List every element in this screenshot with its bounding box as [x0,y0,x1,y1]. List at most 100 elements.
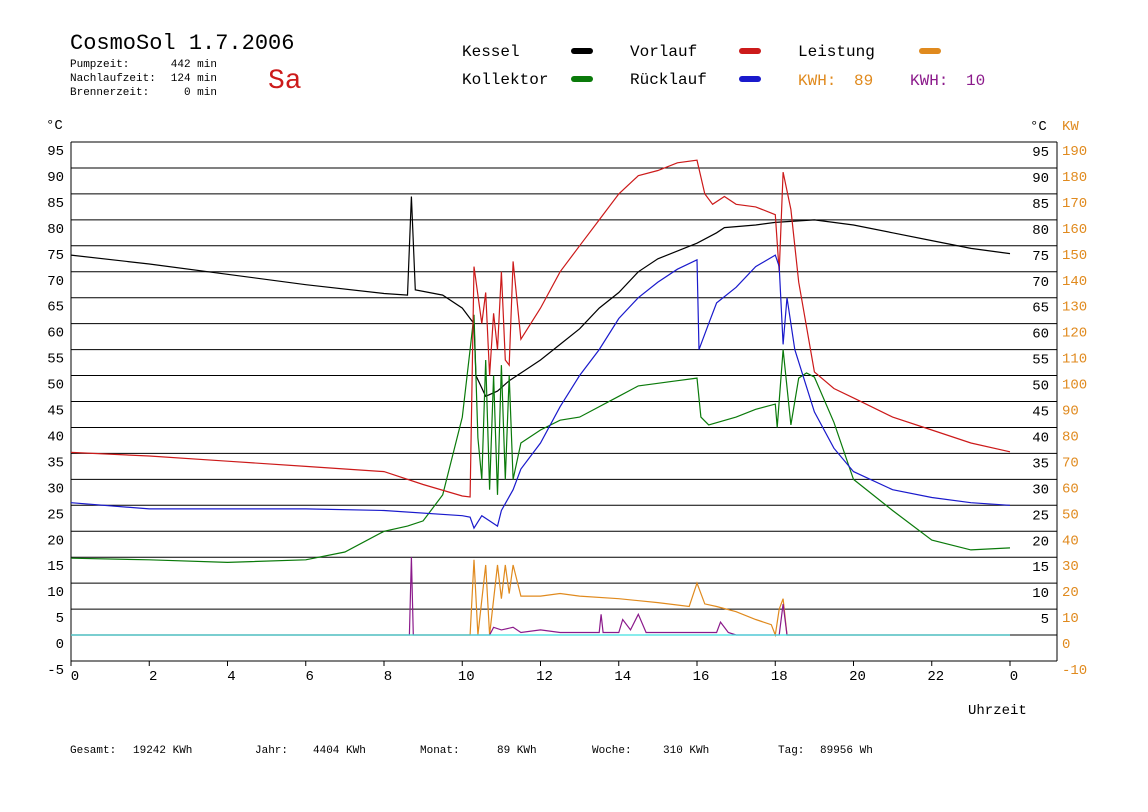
y-right-tick-label: 45 [1032,405,1049,421]
kwh-value: 10 [966,72,985,90]
y-tick-label: 85 [47,196,64,212]
y2-tick-label: 60 [1062,481,1079,497]
series-line [70,196,1011,398]
y-tick-label: 10 [47,585,64,601]
x-tick-label: 4 [227,669,235,685]
y-right-tick-label: 50 [1032,379,1049,395]
y-right-tick-label: 55 [1032,353,1049,369]
y-right-tick-label: 60 [1032,327,1049,343]
y2-tick-label: 0 [1062,637,1070,653]
y-tick-label: 40 [47,429,64,445]
y2-tick-label: 10 [1062,611,1079,627]
y2-tick-label: 90 [1062,404,1079,420]
x-tick-label: 12 [536,669,553,685]
y-tick-label: 15 [47,559,64,575]
y-right-tick-label: 40 [1032,430,1049,446]
x-tick-label: 0 [71,669,79,685]
x-tick-label: 6 [306,669,314,685]
y-tick-label: 65 [47,300,64,316]
y-tick-label: 80 [47,222,64,238]
legend-label: Vorlauf [630,43,697,61]
y-tick-label: 90 [47,170,64,186]
footer-value: 89956 Wh [820,745,873,757]
y-right-tick-label: 35 [1032,456,1049,472]
y2-tick-label: 30 [1062,559,1079,575]
footer-label: Monat: [420,745,460,757]
info-value: 442 min [171,59,217,71]
y2-tick-label: 180 [1062,170,1087,186]
y2-tick-label: 130 [1062,300,1087,316]
info-label: Nachlaufzeit: [70,73,156,85]
y2-tick-label: 190 [1062,144,1087,160]
footer-value: 89 KWh [497,745,537,757]
series-line [70,254,1011,530]
x-tick-label: 0 [1010,669,1018,685]
x-tick-label: 10 [458,669,475,685]
y-right-tick-label: 85 [1032,197,1049,213]
footer-value: 310 KWh [663,745,709,757]
y2-tick-label: 40 [1062,533,1079,549]
y-axis-unit: °C [46,118,63,134]
y2-tick-label: 120 [1062,326,1087,342]
y-tick-label: 45 [47,404,64,420]
y-tick-label: 35 [47,455,64,471]
x-tick-label: 22 [927,669,944,685]
y-right-tick-label: 10 [1032,586,1049,602]
y-right-tick-label: 75 [1032,249,1049,265]
legend-label: Kollektor [462,71,548,89]
y-right-tick-label: 30 [1032,482,1049,498]
info-value: 124 min [171,73,217,85]
footer-label: Tag: [778,745,804,757]
y-right-tick-label: 70 [1032,275,1049,291]
y-tick-label: 30 [47,481,64,497]
x-tick-label: 20 [849,669,866,685]
chart-title: CosmoSol 1.7.2006 [70,31,294,56]
footer-label: Gesamt: [70,745,116,757]
y2-tick-label: 160 [1062,222,1087,238]
x-axis-label: Uhrzeit [968,703,1027,719]
footer-label: Woche: [592,745,632,757]
day-label: Sa [268,66,302,97]
y-tick-label: 50 [47,378,64,394]
series-line [71,557,1010,636]
y-tick-label: 70 [47,274,64,290]
y-tick-label: 75 [47,248,64,264]
y-tick-label: 20 [47,533,64,549]
footer-value: 19242 KWh [133,745,192,757]
y2-tick-label: 140 [1062,274,1087,290]
y-right-tick-label: 65 [1032,301,1049,317]
y2-tick-label: 150 [1062,248,1087,264]
series-line [70,159,1011,498]
y-tick-label: 5 [56,611,64,627]
y-right-tick-label: 25 [1032,508,1049,524]
y2-tick-label: 70 [1062,455,1079,471]
kwh-label: KWH: [910,72,948,90]
x-tick-label: 16 [693,669,710,685]
footer-label: Jahr: [255,745,288,757]
y2-tick-label: 50 [1062,507,1079,523]
info-label: Pumpzeit: [70,59,129,71]
y-right-tick-label: 20 [1032,534,1049,550]
y-tick-label: 95 [47,144,64,160]
y-tick-label: -5 [47,663,64,679]
legend-label: Rücklauf [630,71,707,89]
x-tick-label: 8 [384,669,392,685]
y-tick-label: 0 [56,637,64,653]
series-line [71,559,1010,638]
y2-tick-label: 100 [1062,378,1087,394]
y-tick-label: 55 [47,352,64,368]
x-tick-label: 18 [771,669,788,685]
legend-label: Kessel [462,43,520,61]
y2-tick-label: 110 [1062,352,1087,368]
info-value: 0 min [184,87,217,99]
y-tick-label: 25 [47,507,64,523]
x-tick-label: 14 [614,669,631,685]
x-tick-label: 2 [149,669,157,685]
y2-tick-label: 20 [1062,585,1079,601]
y-right-tick-label: 15 [1032,560,1049,576]
info-label: Brennerzeit: [70,87,149,99]
y-right-tick-label: 90 [1032,171,1049,187]
y-right-tick-label: 5 [1041,612,1049,628]
